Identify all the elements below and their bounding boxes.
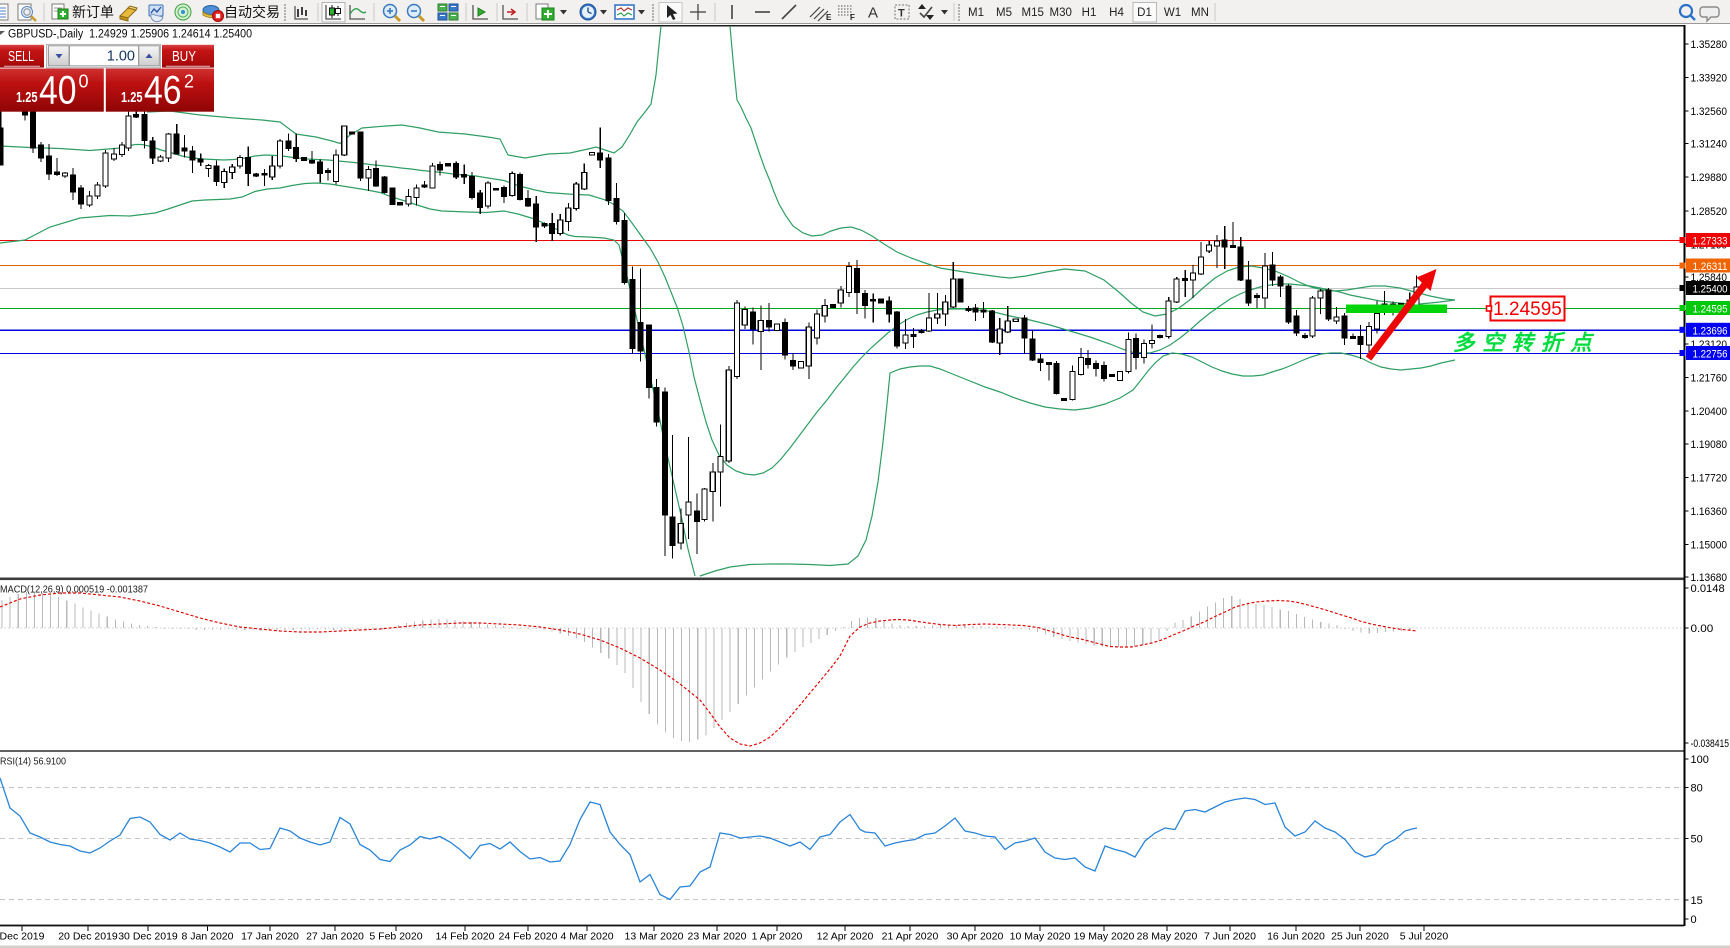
svg-text:1.13680: 1.13680 (1691, 572, 1728, 584)
svg-text:8 Jan 2020: 8 Jan 2020 (182, 931, 234, 943)
svg-text:MN: MN (1191, 7, 1209, 19)
svg-text:M5: M5 (996, 7, 1012, 19)
svg-text:23 Mar 2020: 23 Mar 2020 (688, 931, 747, 943)
svg-text:MACD(12,26,9) 0.000519 -0.0013: MACD(12,26,9) 0.000519 -0.001387 (0, 584, 148, 596)
svg-text:5 Feb 2020: 5 Feb 2020 (369, 931, 422, 943)
svg-text:1.26311: 1.26311 (1693, 261, 1728, 273)
svg-text:H4: H4 (1109, 7, 1124, 19)
svg-text:10 May 2020: 10 May 2020 (1010, 931, 1071, 943)
svg-text:1.22756: 1.22756 (1693, 349, 1728, 361)
svg-text:1.25: 1.25 (121, 89, 143, 106)
svg-text:H1: H1 (1082, 7, 1097, 19)
svg-text:1.32560: 1.32560 (1691, 106, 1728, 118)
svg-text:W1: W1 (1164, 7, 1181, 19)
svg-text:0: 0 (79, 72, 89, 92)
svg-text:50: 50 (1691, 834, 1703, 846)
svg-text:1.15000: 1.15000 (1691, 540, 1728, 552)
svg-text:自动交易: 自动交易 (224, 4, 280, 20)
svg-text:14 Feb 2020: 14 Feb 2020 (436, 931, 495, 943)
svg-text:RSI(14) 56.9100: RSI(14) 56.9100 (0, 756, 66, 768)
svg-text:1.19080: 1.19080 (1691, 439, 1728, 451)
svg-text:2: 2 (184, 72, 194, 92)
svg-text:1.24595: 1.24595 (1493, 299, 1562, 320)
svg-text:5 Jul 2020: 5 Jul 2020 (1400, 931, 1449, 943)
svg-text:1.23696: 1.23696 (1693, 325, 1728, 337)
svg-text:40: 40 (39, 69, 77, 113)
svg-text:46: 46 (144, 69, 182, 113)
svg-text:M1: M1 (968, 7, 984, 19)
svg-text:多空转折点: 多空转折点 (1453, 331, 1600, 355)
svg-text:-0.038415: -0.038415 (1691, 738, 1730, 750)
svg-text:16 Jun 2020: 16 Jun 2020 (1267, 931, 1325, 943)
svg-text:27 Jan 2020: 27 Jan 2020 (306, 931, 364, 943)
svg-text:15: 15 (1691, 895, 1703, 907)
svg-text:M30: M30 (1050, 7, 1072, 19)
svg-text:1.33920: 1.33920 (1691, 73, 1728, 85)
svg-text:7 Jun 2020: 7 Jun 2020 (1204, 931, 1256, 943)
svg-text:T: T (898, 8, 905, 20)
svg-text:1.20400: 1.20400 (1691, 406, 1728, 418)
svg-text:SELL: SELL (8, 49, 34, 65)
svg-text:1.25400: 1.25400 (1693, 284, 1728, 296)
svg-text:21 Apr 2020: 21 Apr 2020 (882, 931, 939, 943)
svg-text:13 Mar 2020: 13 Mar 2020 (625, 931, 684, 943)
svg-text:1.00: 1.00 (107, 49, 135, 65)
svg-text:新订单: 新订单 (72, 4, 114, 20)
svg-text:1.16360: 1.16360 (1691, 506, 1728, 518)
svg-text:17 Jan 2020: 17 Jan 2020 (241, 931, 299, 943)
svg-text:28 May 2020: 28 May 2020 (1137, 931, 1198, 943)
svg-text:80: 80 (1691, 783, 1703, 795)
svg-text:GBPUSD-,Daily 1.24929 1.25906: GBPUSD-,Daily 1.24929 1.25906 1.24614 1.… (8, 29, 252, 41)
svg-text:1 Apr 2020: 1 Apr 2020 (752, 931, 803, 943)
svg-text:100: 100 (1691, 754, 1709, 766)
svg-text:0.0148: 0.0148 (1691, 583, 1725, 595)
svg-text:1.31240: 1.31240 (1691, 139, 1728, 151)
svg-text:F: F (850, 13, 855, 22)
svg-text:25 Jun 2020: 25 Jun 2020 (1331, 931, 1389, 943)
svg-text:4 Mar 2020: 4 Mar 2020 (560, 931, 613, 943)
svg-text:Dec 2019: Dec 2019 (0, 931, 45, 943)
svg-text:1.35280: 1.35280 (1691, 39, 1728, 51)
svg-text:24 Feb 2020: 24 Feb 2020 (499, 931, 558, 943)
svg-text:D1: D1 (1137, 7, 1152, 19)
svg-text:M15: M15 (1022, 7, 1044, 19)
svg-text:19 May 2020: 19 May 2020 (1074, 931, 1135, 943)
svg-text:1.27333: 1.27333 (1693, 236, 1728, 248)
svg-text:0.00: 0.00 (1691, 623, 1714, 635)
svg-text:1.29880: 1.29880 (1691, 172, 1728, 184)
svg-text:30 Apr 2020: 30 Apr 2020 (947, 931, 1004, 943)
svg-text:1.28520: 1.28520 (1691, 206, 1728, 218)
svg-text:30 Dec 2019: 30 Dec 2019 (118, 931, 178, 943)
svg-text:A: A (868, 5, 878, 22)
svg-text:1.25: 1.25 (16, 89, 38, 106)
svg-text:1.21760: 1.21760 (1691, 373, 1728, 385)
svg-text:E: E (826, 13, 832, 22)
svg-text:1.24595: 1.24595 (1693, 304, 1728, 316)
svg-text:BUY: BUY (172, 49, 196, 65)
svg-text:20 Dec 2019: 20 Dec 2019 (58, 931, 118, 943)
svg-text:1.17720: 1.17720 (1691, 473, 1728, 485)
svg-text:12 Apr 2020: 12 Apr 2020 (817, 931, 874, 943)
svg-text:0: 0 (1691, 914, 1697, 926)
